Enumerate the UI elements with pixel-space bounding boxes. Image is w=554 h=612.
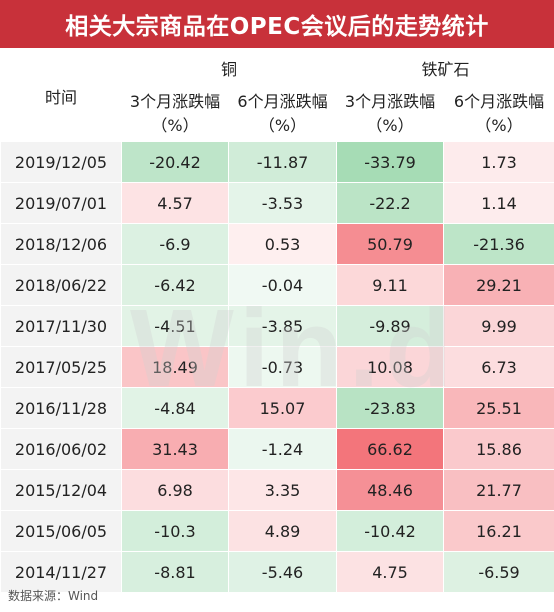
value-cell: 4.75 bbox=[336, 551, 445, 593]
value-cell: 4.57 bbox=[121, 182, 229, 224]
value-cell: -10.3 bbox=[121, 510, 229, 552]
date-cell: 2017/05/25 bbox=[0, 346, 122, 388]
table-row: 2017/05/25 18.49 -0.73 10.08 6.73 bbox=[0, 346, 554, 388]
value-cell: 6.98 bbox=[121, 469, 229, 511]
value-cell: -8.81 bbox=[121, 551, 229, 593]
value-cell: 6.73 bbox=[443, 346, 554, 388]
value-cell: 18.49 bbox=[121, 346, 229, 388]
subheader-label: 6个月涨跌幅 bbox=[237, 91, 328, 111]
date-cell: 2017/11/30 bbox=[0, 305, 122, 347]
value-cell: 15.07 bbox=[227, 387, 338, 429]
table-body: 2019/12/05 -20.42 -11.87 -33.79 1.73 2019/07/… bbox=[0, 141, 554, 593]
subheader-copper-6m: 6个月涨跌幅 （%） bbox=[227, 85, 338, 142]
date-cell: 2015/12/04 bbox=[0, 469, 122, 511]
time-header: 时间 bbox=[0, 50, 122, 142]
subheader-unit: （%） bbox=[151, 115, 199, 135]
date-cell: 2019/07/01 bbox=[0, 182, 122, 224]
value-cell: -23.83 bbox=[336, 387, 445, 429]
table-row: 2019/12/05 -20.42 -11.87 -33.79 1.73 bbox=[0, 141, 554, 183]
value-cell: -10.42 bbox=[336, 510, 445, 552]
table-row: 2018/06/22 -6.42 -0.04 9.11 29.21 bbox=[0, 264, 554, 306]
value-cell: -4.84 bbox=[121, 387, 229, 429]
date-cell: 2016/06/02 bbox=[0, 428, 122, 470]
source-note: 数据来源：Wind bbox=[8, 589, 99, 603]
value-cell: -1.24 bbox=[227, 428, 338, 470]
value-cell: -11.87 bbox=[227, 141, 338, 183]
value-cell: -6.59 bbox=[443, 551, 554, 593]
table-title: 相关大宗商品在OPEC会议后的走势统计 bbox=[0, 0, 554, 48]
subheader-iron-3m: 3个月涨跌幅 （%） bbox=[336, 85, 445, 142]
value-cell: 21.77 bbox=[443, 469, 554, 511]
value-cell: 9.11 bbox=[336, 264, 445, 306]
subheader-unit: （%） bbox=[475, 115, 523, 135]
value-cell: -6.42 bbox=[121, 264, 229, 306]
table-row: 2016/11/28 -4.84 15.07 -23.83 25.51 bbox=[0, 387, 554, 429]
value-cell: 31.43 bbox=[121, 428, 229, 470]
value-cell: 66.62 bbox=[336, 428, 445, 470]
table-row: 2014/11/27 -8.81 -5.46 4.75 -6.59 bbox=[0, 551, 554, 593]
value-cell: -33.79 bbox=[336, 141, 445, 183]
subheader-iron-6m: 6个月涨跌幅 （%） bbox=[443, 85, 554, 142]
table-row: 2019/07/01 4.57 -3.53 -22.2 1.14 bbox=[0, 182, 554, 224]
value-cell: -0.73 bbox=[227, 346, 338, 388]
date-cell: 2016/11/28 bbox=[0, 387, 122, 429]
date-cell: 2018/06/22 bbox=[0, 264, 122, 306]
value-cell: -21.36 bbox=[443, 223, 554, 265]
group-header-iron-ore: 铁矿石 bbox=[336, 50, 554, 86]
value-cell: 3.35 bbox=[227, 469, 338, 511]
value-cell: 48.46 bbox=[336, 469, 445, 511]
value-cell: -9.89 bbox=[336, 305, 445, 347]
date-cell: 2015/06/05 bbox=[0, 510, 122, 552]
value-cell: 1.73 bbox=[443, 141, 554, 183]
group-header-copper: 铜 bbox=[120, 50, 338, 86]
value-cell: -4.51 bbox=[121, 305, 229, 347]
value-cell: 4.89 bbox=[227, 510, 338, 552]
table-row: 2016/06/02 31.43 -1.24 66.62 15.86 bbox=[0, 428, 554, 470]
subheader-copper-3m: 3个月涨跌幅 （%） bbox=[121, 85, 229, 142]
date-cell: 2019/12/05 bbox=[0, 141, 122, 183]
commodity-table: 时间 铜 铁矿石 3个月涨跌幅 （%） 6个月涨跌幅 （%） 3个月涨跌幅 （%… bbox=[0, 50, 554, 593]
value-cell: 15.86 bbox=[443, 428, 554, 470]
table-row: 2018/12/06 -6.9 0.53 50.79 -21.36 bbox=[0, 223, 554, 265]
value-cell: 29.21 bbox=[443, 264, 554, 306]
value-cell: 9.99 bbox=[443, 305, 554, 347]
value-cell: -3.53 bbox=[227, 182, 338, 224]
value-cell: -6.9 bbox=[121, 223, 229, 265]
value-cell: 16.21 bbox=[443, 510, 554, 552]
value-cell: 25.51 bbox=[443, 387, 554, 429]
subheader-unit: （%） bbox=[366, 115, 414, 135]
value-cell: -3.85 bbox=[227, 305, 338, 347]
value-cell: -0.04 bbox=[227, 264, 338, 306]
value-cell: -20.42 bbox=[121, 141, 229, 183]
table-row: 2015/12/04 6.98 3.35 48.46 21.77 bbox=[0, 469, 554, 511]
table-row: 2015/06/05 -10.3 4.89 -10.42 16.21 bbox=[0, 510, 554, 552]
value-cell: -5.46 bbox=[227, 551, 338, 593]
value-cell: 50.79 bbox=[336, 223, 445, 265]
date-cell: 2014/11/27 bbox=[0, 551, 122, 593]
value-cell: 10.08 bbox=[336, 346, 445, 388]
subheader-label: 3个月涨跌幅 bbox=[129, 91, 221, 111]
subheader-label: 6个月涨跌幅 bbox=[453, 91, 545, 111]
date-cell: 2018/12/06 bbox=[0, 223, 122, 265]
value-cell: 0.53 bbox=[227, 223, 338, 265]
table-row: 2017/11/30 -4.51 -3.85 -9.89 9.99 bbox=[0, 305, 554, 347]
subheader-unit: （%） bbox=[258, 115, 307, 135]
value-cell: 1.14 bbox=[443, 182, 554, 224]
value-cell: -22.2 bbox=[336, 182, 445, 224]
subheader-label: 3个月涨跌幅 bbox=[344, 91, 436, 111]
